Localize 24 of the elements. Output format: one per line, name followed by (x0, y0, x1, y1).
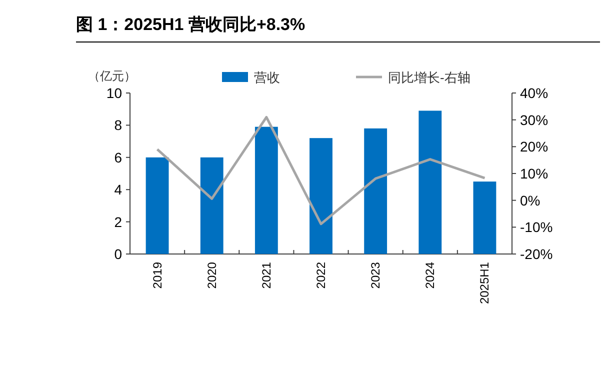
y2-tick-label: 40% (520, 85, 548, 101)
x-tick-label: 2020 (204, 262, 219, 289)
y-tick-label: 8 (114, 117, 122, 134)
title: 图 1：2025H1 营收同比+8.3% (76, 15, 306, 34)
y2-tick-label: 20% (520, 138, 548, 155)
y2-tick-label: -20% (520, 246, 553, 262)
legend: 同比增长-右轴 (388, 70, 470, 85)
x-tick-label: 2022 (314, 262, 328, 289)
ylabel: （亿元） (88, 69, 136, 83)
y-tick-label: 6 (114, 149, 122, 166)
y2-tick-label: 10% (520, 166, 548, 182)
x-tick-label: 2024 (423, 262, 438, 289)
y-tick-label: 0 (114, 246, 122, 262)
legend: 营收 (254, 70, 280, 85)
y2-tick-label: 0% (520, 192, 540, 208)
x-tick-label: 2025H1 (478, 262, 492, 304)
x-tick-label: 2019 (150, 262, 164, 289)
y2-tick-label: 30% (520, 112, 548, 128)
x-tick-label: 2021 (259, 262, 274, 289)
y-tick-label: 2 (114, 214, 122, 230)
y-tick-label: 4 (114, 182, 122, 198)
y2-tick-label: -10% (520, 219, 553, 236)
x-tick-label: 2023 (368, 262, 383, 289)
y-tick-label: 10 (106, 85, 122, 101)
